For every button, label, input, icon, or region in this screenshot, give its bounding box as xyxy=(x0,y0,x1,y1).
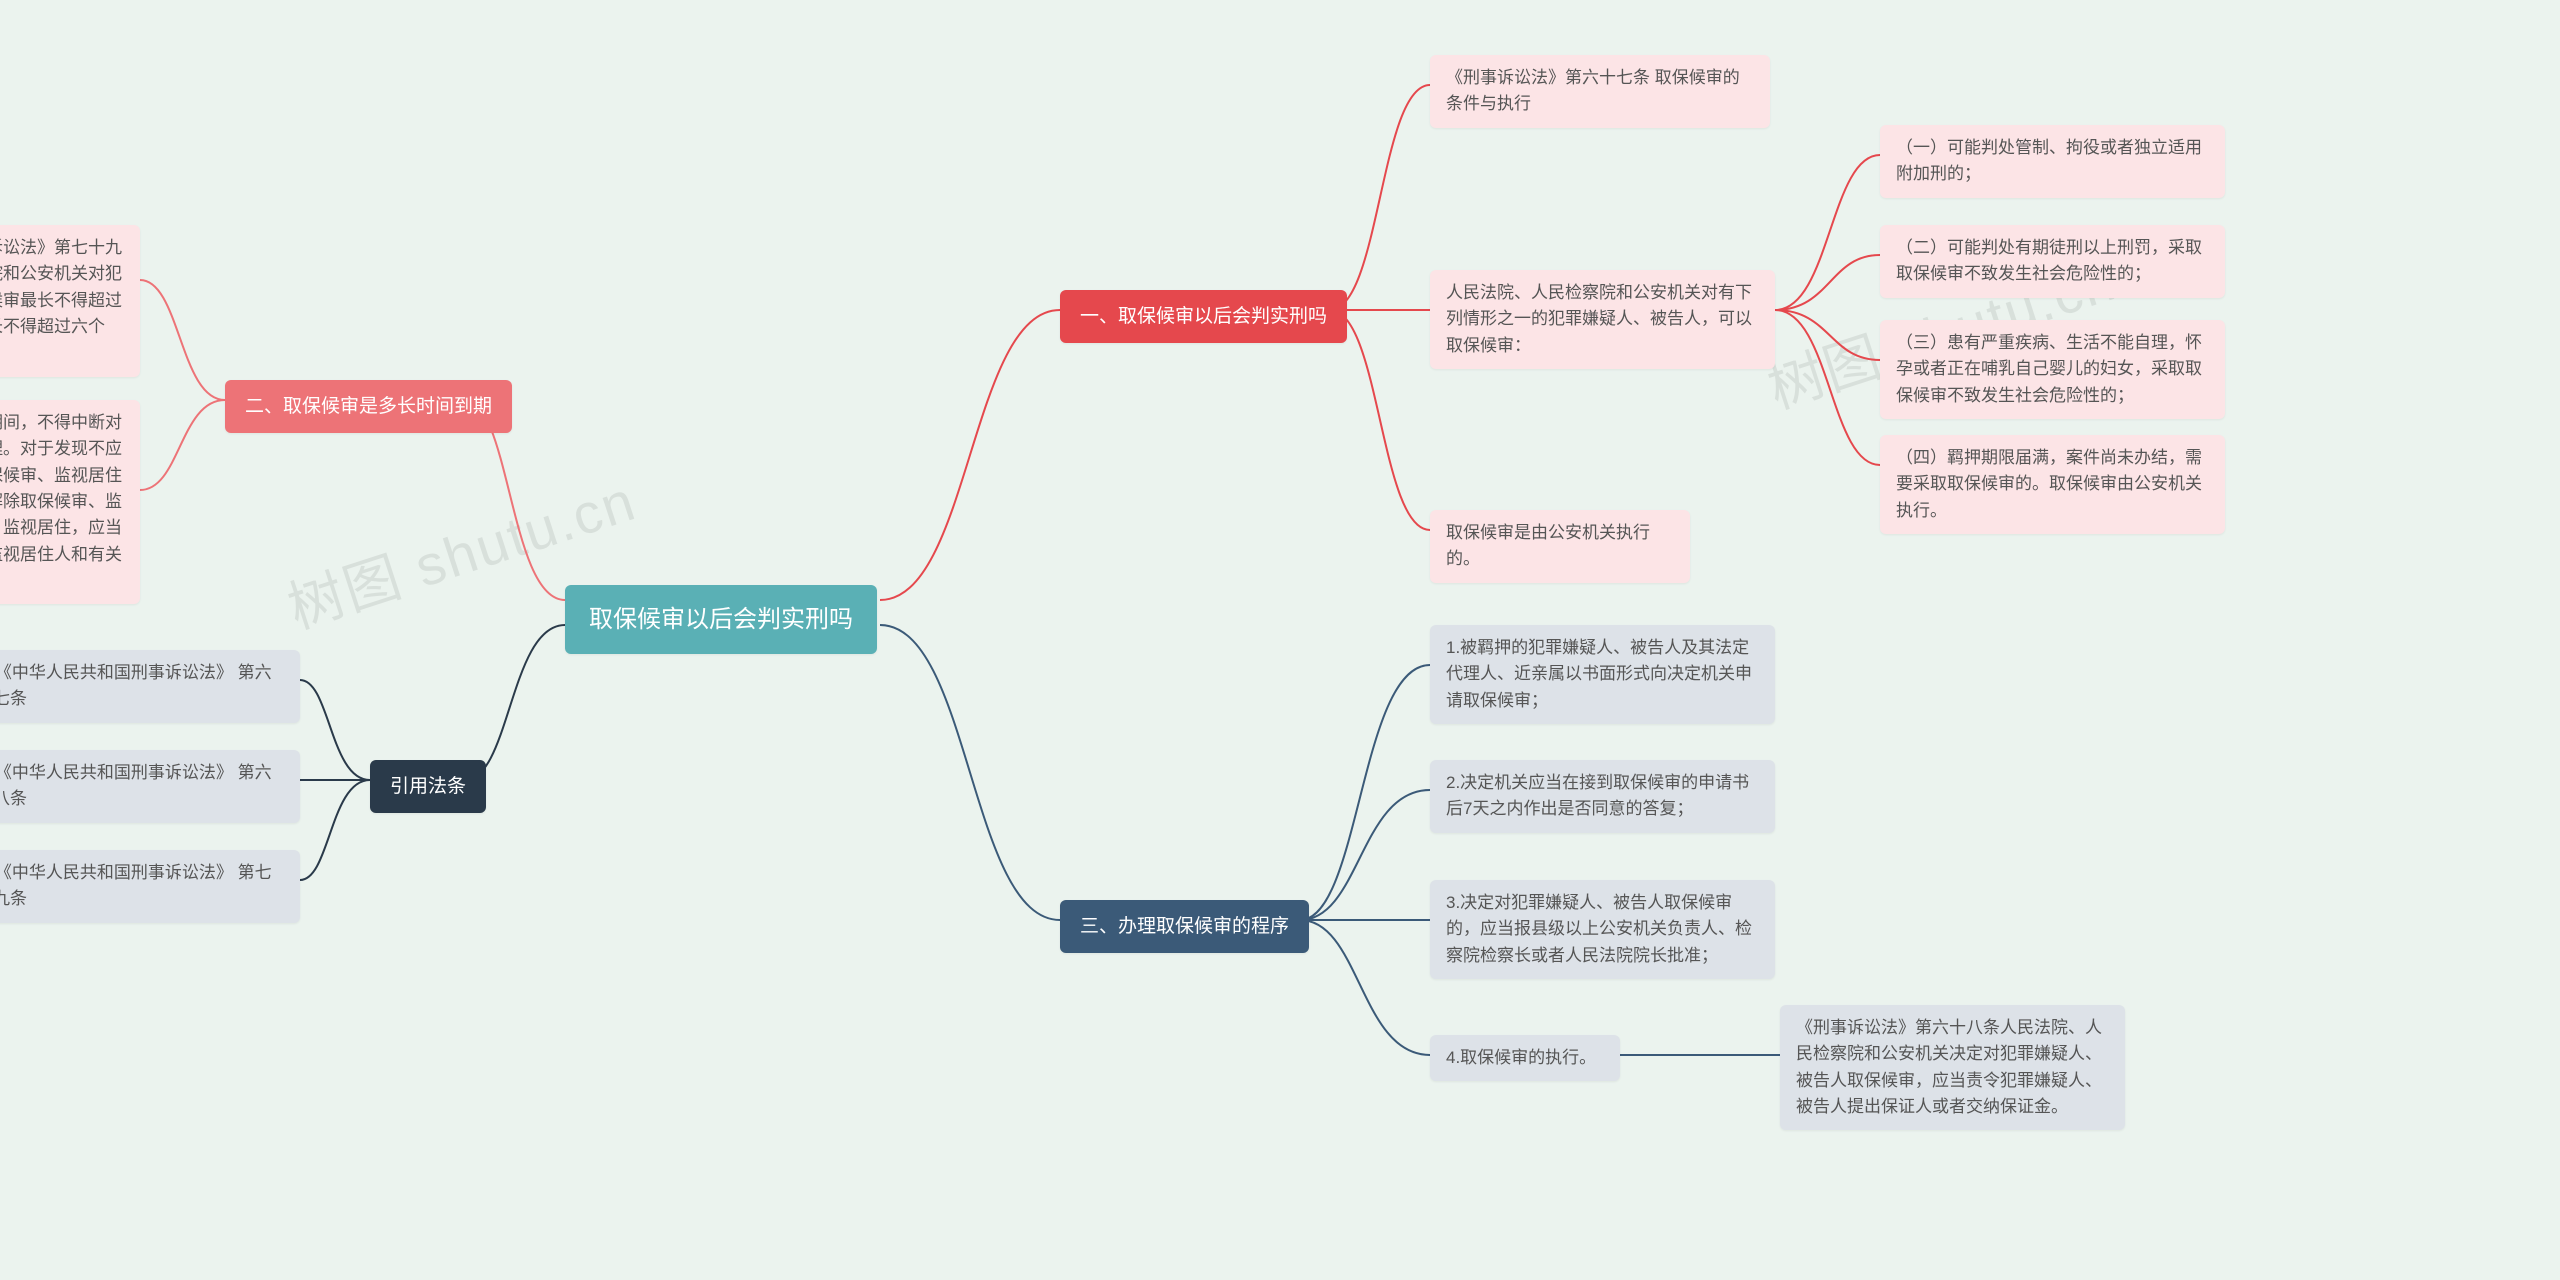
branch-4-leaf-2: [2]《中华人民共和国刑事诉讼法》 第六十八条 xyxy=(0,750,300,823)
branch-2: 二、取保候审是多长时间到期 xyxy=(225,380,512,433)
branch-1-leaf-2d: （四）羁押期限届满，案件尚未办结，需要采取取保候审的。取保候审由公安机关执行。 xyxy=(1880,435,2225,534)
branch-3-leaf-2: 2.决定机关应当在接到取保候审的申请书后7天之内作出是否同意的答复； xyxy=(1430,760,1775,833)
branch-1: 一、取保候审以后会判实刑吗 xyxy=(1060,290,1347,343)
branch-4-leaf-3: [3]《中华人民共和国刑事诉讼法》 第七十九条 xyxy=(0,850,300,923)
branch-3-leaf-4a: 《刑事诉讼法》第六十八条人民法院、人民检察院和公安机关决定对犯罪嫌疑人、被告人取… xyxy=(1780,1005,2125,1130)
branch-1-leaf-2c: （三）患有严重疾病、生活不能自理，怀孕或者正在哺乳自己婴儿的妇女，采取取保候审不… xyxy=(1880,320,2225,419)
branch-4-leaf-1: [1]《中华人民共和国刑事诉讼法》 第六十七条 xyxy=(0,650,300,723)
branch-2-leaf-1: 《中华人民共和国刑事诉讼法》第七十九条人民法院、人民检察院和公安机关对犯罪嫌疑人… xyxy=(0,225,140,377)
branch-1-leaf-2b: （二）可能判处有期徒刑以上刑罚，采取取保候审不致发生社会危险性的； xyxy=(1880,225,2225,298)
branch-3: 三、办理取保候审的程序 xyxy=(1060,900,1309,953)
branch-1-leaf-2: 人民法院、人民检察院和公安机关对有下列情形之一的犯罪嫌疑人、被告人，可以取保候审… xyxy=(1430,270,1775,369)
branch-1-leaf-2a: （一）可能判处管制、拘役或者独立适用附加刑的； xyxy=(1880,125,2225,198)
branch-1-leaf-3: 取保候审是由公安机关执行的。 xyxy=(1430,510,1690,583)
branch-3-leaf-1: 1.被羁押的犯罪嫌疑人、被告人及其法定代理人、近亲属以书面形式向决定机关申请取保… xyxy=(1430,625,1775,724)
branch-1-leaf-1: 《刑事诉讼法》第六十七条 取保候审的条件与执行 xyxy=(1430,55,1770,128)
branch-4: 引用法条 xyxy=(370,760,486,813)
branch-2-leaf-2: 在取保候审、监视居住期间，不得中断对案件的侦查、起诉和审理。对于发现不应当追究刑… xyxy=(0,400,140,604)
branch-3-leaf-4: 4.取保候审的执行。 xyxy=(1430,1035,1620,1081)
branch-3-leaf-3: 3.决定对犯罪嫌疑人、被告人取保候审的，应当报县级以上公安机关负责人、检察院检察… xyxy=(1430,880,1775,979)
root-node: 取保候审以后会判实刑吗 xyxy=(565,585,877,654)
